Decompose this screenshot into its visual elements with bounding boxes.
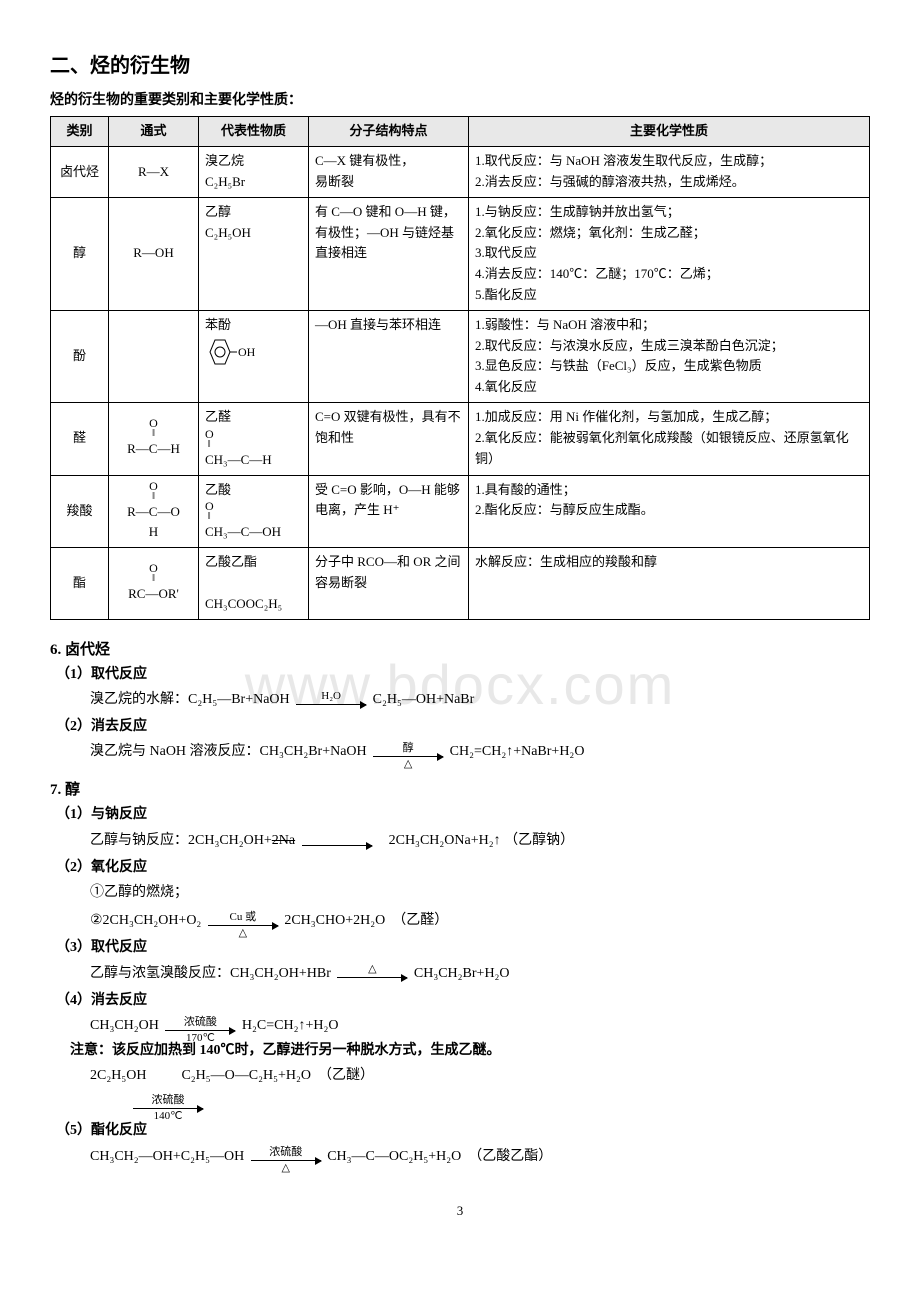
- cell-str: 有 C—O 键和 O—H 键，有极性；—OH 与链烃基直接相连: [309, 197, 469, 310]
- page-number: 3: [50, 1201, 870, 1222]
- table-row: 卤代烃 R—X 溴乙烷C₂H₅Br C—X 键有极性，易断裂 1.取代反应：与 …: [51, 147, 870, 198]
- th-structure: 分子结构特点: [309, 117, 469, 147]
- th-formula: 通式: [109, 117, 199, 147]
- cell-formula: O‖R—C—OH: [109, 475, 199, 548]
- arrow-icon: 浓硫酸△: [251, 1151, 321, 1161]
- cell-prop: 1.加成反应：用 Ni 作催化剂，与氢加成，生成乙醇； 2.氧化反应：能被弱氧化…: [469, 402, 870, 475]
- table-row: 酚 苯酚 OH —OH 直接与苯环相连 1.弱酸性：与 NaOH 溶液中和； 2…: [51, 310, 870, 402]
- table-row: 醇 R—OH 乙醇C₂H₅OH 有 C—O 键和 O—H 键，有极性；—OH 与…: [51, 197, 870, 310]
- cell-str: C—X 键有极性，易断裂: [309, 147, 469, 198]
- arrow-icon: [302, 836, 372, 846]
- arrow-icon: △: [337, 968, 407, 978]
- cell-cat: 卤代烃: [51, 147, 109, 198]
- arrow-icon: 浓硫酸170℃: [165, 1021, 235, 1031]
- benzene-ring-icon: OH: [205, 336, 255, 375]
- s6-eq2: 溴乙烷与 NaOH 溶液反应：CH₃CH₂Br+NaOH 醇△ CH₂=CH₂↑…: [90, 738, 870, 766]
- arrow-icon: 浓硫酸140℃: [133, 1099, 203, 1109]
- th-representative: 代表性物质: [199, 117, 309, 147]
- cell-formula: R—OH: [109, 197, 199, 310]
- cell-str: 分子中 RCO—和 OR 之间容易断裂: [309, 548, 469, 619]
- cell-cat: 醛: [51, 402, 109, 475]
- cell-formula: [109, 310, 199, 402]
- s6-eq1: 溴乙烷的水解：C₂H₅—Br+NaOH H₂O C₂H₅—OH+NaBr: [90, 686, 870, 714]
- cell-str: —OH 直接与苯环相连: [309, 310, 469, 402]
- s7-eq5: CH₃CH₂—OH+C₂H₅—OH 浓硫酸△ CH₃—C—OC₂H₅+H₂O （…: [90, 1143, 870, 1171]
- table-row: 醛 O‖R—C—H 乙醛 O‖CH₃—C—H C=O 双键有极性，具有不饱和性 …: [51, 402, 870, 475]
- s7-eq4: CH₃CH₂OH 浓硫酸170℃ H₂C=CH₂↑+H₂O: [90, 1012, 870, 1040]
- s7-p2-title: （2）氧化反应: [56, 857, 870, 879]
- cell-prop: 1.具有酸的通性； 2.酯化反应：与醇反应生成酯。: [469, 475, 870, 548]
- table-row: 羧酸 O‖R—C—OH 乙酸 O‖CH₃—C—OH 受 C=O 影响，O—H 能…: [51, 475, 870, 548]
- cell-rep: 乙醛 O‖CH₃—C—H: [199, 402, 309, 475]
- s7-p4-title: （4）消去反应: [56, 990, 870, 1012]
- cell-formula: O‖RC—OR': [109, 548, 199, 619]
- section-6-title: 6. 卤代烃: [50, 638, 870, 662]
- s7-eq4b: 2C₂H₅OH C₂H₅—O—C₂H₅+H₂O （乙醚）: [90, 1062, 870, 1090]
- cell-prop: 1.与钠反应：生成醇钠并放出氢气； 2.氧化反应：燃烧；氧化剂：生成乙醛； 3.…: [469, 197, 870, 310]
- cell-rep: 苯酚 OH: [199, 310, 309, 402]
- cell-cat: 羧酸: [51, 475, 109, 548]
- cell-prop: 水解反应：生成相应的羧酸和醇: [469, 548, 870, 619]
- cell-cat: 酚: [51, 310, 109, 402]
- s7-p5-title: （5）酯化反应: [56, 1120, 870, 1142]
- cell-rep: 乙醇C₂H₅OH: [199, 197, 309, 310]
- cell-prop: 1.取代反应：与 NaOH 溶液发生取代反应，生成醇； 2.消去反应：与强碱的醇…: [469, 147, 870, 198]
- cell-cat: 醇: [51, 197, 109, 310]
- cell-str: 受 C=O 影响，O—H 能够电离，产生 H⁺: [309, 475, 469, 548]
- cell-prop: 1.弱酸性：与 NaOH 溶液中和； 2.取代反应：与浓溴水反应，生成三溴苯酚白…: [469, 310, 870, 402]
- s7-eq3: 乙醇与浓氢溴酸反应：CH₃CH₂OH+HBr △ CH₃CH₂Br+H₂O: [90, 960, 870, 988]
- section-7-title: 7. 醇: [50, 778, 870, 802]
- cell-rep: 乙酸乙酯 CH₃COOC₂H₅: [199, 548, 309, 619]
- s7-p1-title: （1）与钠反应: [56, 804, 870, 826]
- s7-p2a: ①乙醇的燃烧；: [90, 879, 870, 907]
- s7-eq1: 乙醇与钠反应：2CH₃CH₂OH+2Na 2CH₃CH₂ONa+H₂↑ （乙醇钠…: [90, 827, 870, 855]
- th-category: 类别: [51, 117, 109, 147]
- s7-p3-title: （3）取代反应: [56, 937, 870, 959]
- cell-rep: 乙酸 O‖CH₃—C—OH: [199, 475, 309, 548]
- arrow-icon: 醇△: [373, 747, 443, 757]
- s6-p1-title: （1）取代反应: [56, 664, 870, 686]
- cell-formula: R—X: [109, 147, 199, 198]
- s6-p2-title: （2）消去反应: [56, 716, 870, 738]
- svg-text:OH: OH: [238, 345, 255, 359]
- s7-eq4c: 浓硫酸140℃: [130, 1090, 870, 1118]
- derivatives-table: 类别 通式 代表性物质 分子结构特点 主要化学性质 卤代烃 R—X 溴乙烷C₂H…: [50, 116, 870, 619]
- table-intro: 烃的衍生物的重要类别和主要化学性质：: [50, 90, 870, 112]
- section-title: 二、烃的衍生物: [50, 50, 870, 82]
- arrow-icon: H₂O: [296, 695, 366, 705]
- th-property: 主要化学性质: [469, 117, 870, 147]
- cell-str: C=O 双键有极性，具有不饱和性: [309, 402, 469, 475]
- cell-rep: 溴乙烷C₂H₅Br: [199, 147, 309, 198]
- s7-eq2: ②2CH₃CH₂OH+O₂ Cu 或△ 2CH₃CHO+2H₂O （乙醛）: [90, 907, 870, 935]
- table-row: 酯 O‖RC—OR' 乙酸乙酯 CH₃COOC₂H₅ 分子中 RCO—和 OR …: [51, 548, 870, 619]
- arrow-icon: Cu 或△: [208, 916, 278, 926]
- cell-formula: O‖R—C—H: [109, 402, 199, 475]
- cell-cat: 酯: [51, 548, 109, 619]
